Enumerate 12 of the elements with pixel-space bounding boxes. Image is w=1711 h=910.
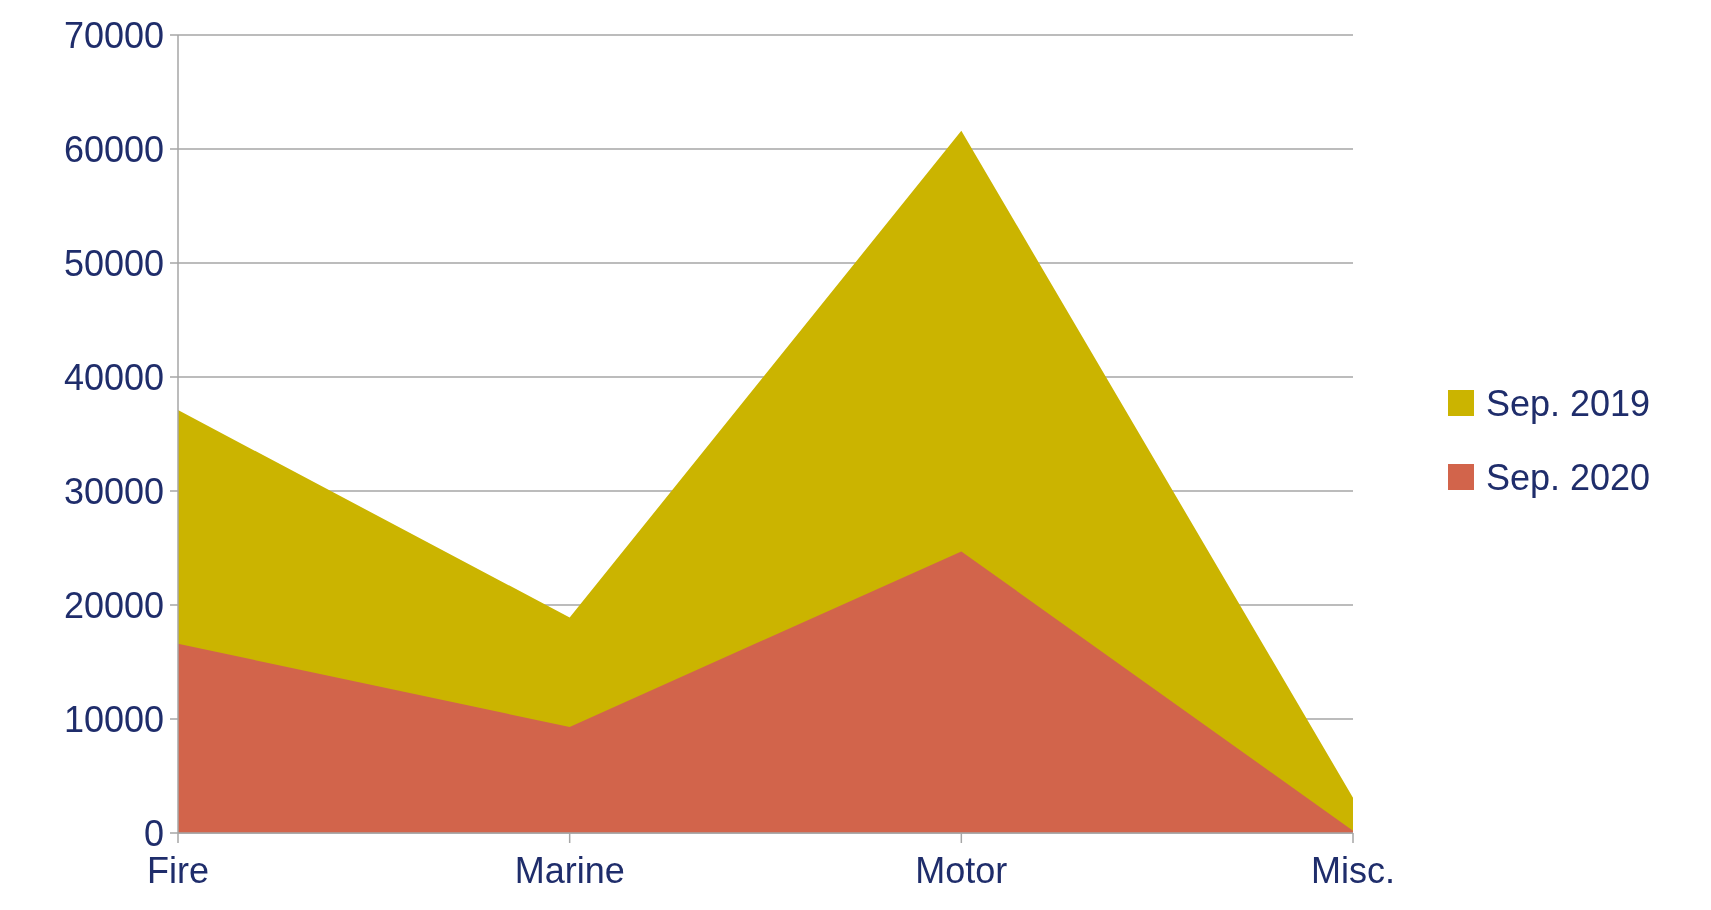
x-tick-label: Marine [514,850,625,891]
y-tick-label: 70000 [63,14,164,56]
y-tick-label: 40000 [63,356,164,398]
y-tick-label: 60000 [63,128,164,170]
y-tick-label: 50000 [63,242,164,284]
legend-label: Sep. 2019 [1486,382,1651,424]
x-tick-label: Motor [915,850,1008,891]
y-tick-label: 10000 [63,698,164,740]
legend-label: Sep. 2020 [1486,456,1651,498]
y-tick-label: 20000 [63,584,164,626]
y-tick-label: 30000 [63,470,164,512]
x-tick-label: Misc. [1311,850,1395,891]
